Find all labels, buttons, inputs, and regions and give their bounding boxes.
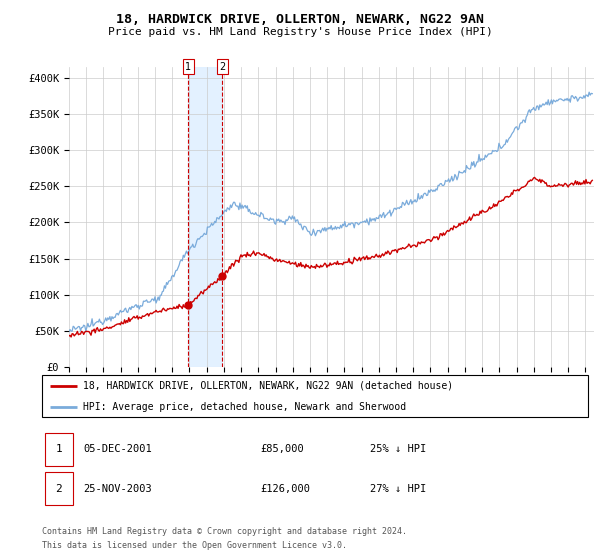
Text: £126,000: £126,000: [260, 484, 310, 494]
Text: 1: 1: [185, 62, 191, 72]
Text: Price paid vs. HM Land Registry's House Price Index (HPI): Price paid vs. HM Land Registry's House …: [107, 27, 493, 38]
FancyBboxPatch shape: [42, 375, 588, 417]
Text: 2: 2: [56, 484, 62, 494]
Text: This data is licensed under the Open Government Licence v3.0.: This data is licensed under the Open Gov…: [42, 542, 347, 550]
Text: 1: 1: [56, 444, 62, 454]
Text: 25-NOV-2003: 25-NOV-2003: [83, 484, 152, 494]
Text: 18, HARDWICK DRIVE, OLLERTON, NEWARK, NG22 9AN: 18, HARDWICK DRIVE, OLLERTON, NEWARK, NG…: [116, 13, 484, 26]
Bar: [188, 67, 222, 367]
Text: HPI: Average price, detached house, Newark and Sherwood: HPI: Average price, detached house, Newa…: [83, 402, 406, 412]
Text: 25% ↓ HPI: 25% ↓ HPI: [370, 444, 426, 454]
FancyBboxPatch shape: [45, 432, 73, 465]
Text: 27% ↓ HPI: 27% ↓ HPI: [370, 484, 426, 494]
Text: £85,000: £85,000: [260, 444, 304, 454]
FancyBboxPatch shape: [45, 473, 73, 506]
Text: 05-DEC-2001: 05-DEC-2001: [83, 444, 152, 454]
Text: Contains HM Land Registry data © Crown copyright and database right 2024.: Contains HM Land Registry data © Crown c…: [42, 528, 407, 536]
Text: 2: 2: [219, 62, 226, 72]
Text: 18, HARDWICK DRIVE, OLLERTON, NEWARK, NG22 9AN (detached house): 18, HARDWICK DRIVE, OLLERTON, NEWARK, NG…: [83, 381, 453, 391]
